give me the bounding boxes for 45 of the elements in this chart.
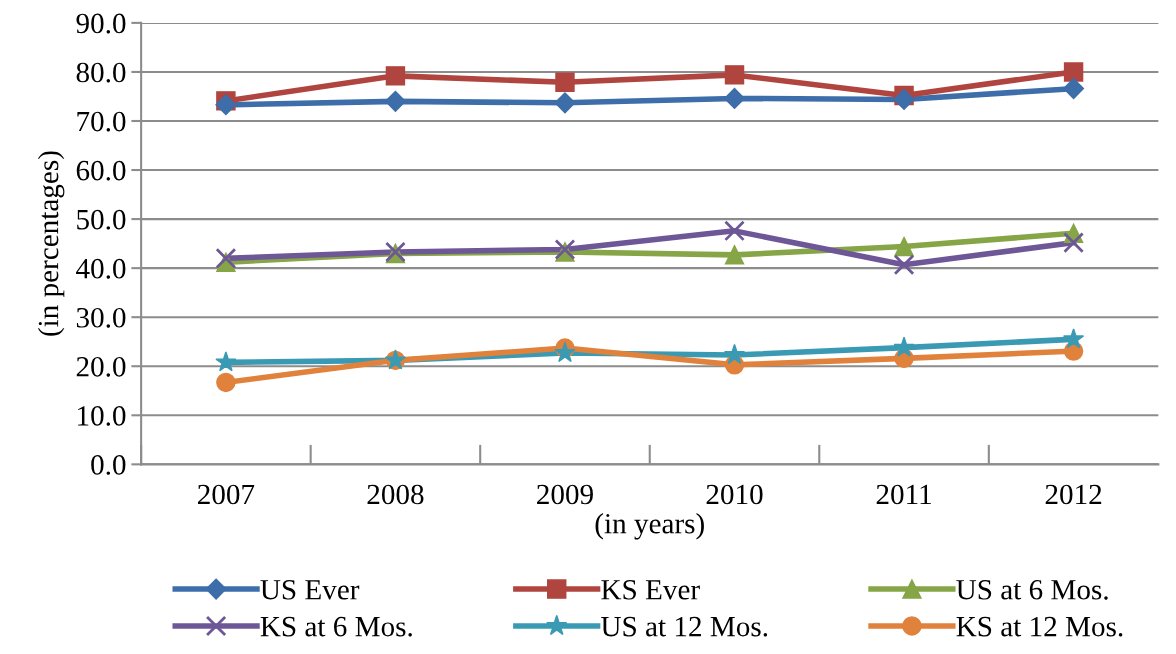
y-tick-label: 80.0 xyxy=(76,62,126,83)
y-tick-label: 30.0 xyxy=(76,307,126,328)
point xyxy=(723,87,746,109)
legend-label: US Ever xyxy=(260,579,360,600)
point xyxy=(894,236,914,257)
point xyxy=(1062,328,1085,349)
x-tick-label: 2012 xyxy=(1045,484,1102,505)
point xyxy=(724,220,745,242)
x-tick-label: 2011 xyxy=(876,484,931,505)
legend-label: KS Ever xyxy=(601,579,700,600)
point xyxy=(723,343,746,365)
y-tick-label: 40.0 xyxy=(76,258,126,279)
legend-label: KS at 12 Mos. xyxy=(956,616,1123,637)
legend-label: US at 6 Mos. xyxy=(956,579,1108,600)
y-tick-label: 10.0 xyxy=(78,406,126,426)
y-axis-title: (in percentages) xyxy=(37,151,65,336)
y-tick-label: 90.0 xyxy=(76,13,126,34)
point xyxy=(724,65,745,85)
y-tick-label: 60.0 xyxy=(76,160,126,181)
x-tick-label: 2010 xyxy=(706,484,763,505)
x-tick-label: 2008 xyxy=(367,484,424,505)
x-tick-label: 2007 xyxy=(198,484,255,505)
point xyxy=(215,94,237,116)
x-tick-label: 2009 xyxy=(537,484,593,505)
legend-label: KS at 6 Mos. xyxy=(260,616,412,637)
point xyxy=(893,254,915,276)
point xyxy=(724,245,745,265)
point xyxy=(216,372,236,393)
point xyxy=(555,72,575,92)
point xyxy=(893,336,915,357)
y-tick-label: 70.0 xyxy=(77,111,126,132)
y-tick-label: 20.0 xyxy=(76,356,126,377)
point xyxy=(1063,78,1085,100)
point xyxy=(1063,62,1084,82)
y-tick-label: 50.0 xyxy=(77,209,126,230)
point xyxy=(384,90,406,112)
point xyxy=(1063,232,1085,254)
point xyxy=(215,247,237,269)
legend-label: US at 12 Mos. xyxy=(601,616,768,637)
y-tick-label: 0.0 xyxy=(91,455,126,475)
point xyxy=(554,341,576,363)
point xyxy=(385,66,406,86)
point xyxy=(554,92,576,114)
x-axis-title: (in years) xyxy=(595,513,704,540)
point xyxy=(215,351,237,372)
